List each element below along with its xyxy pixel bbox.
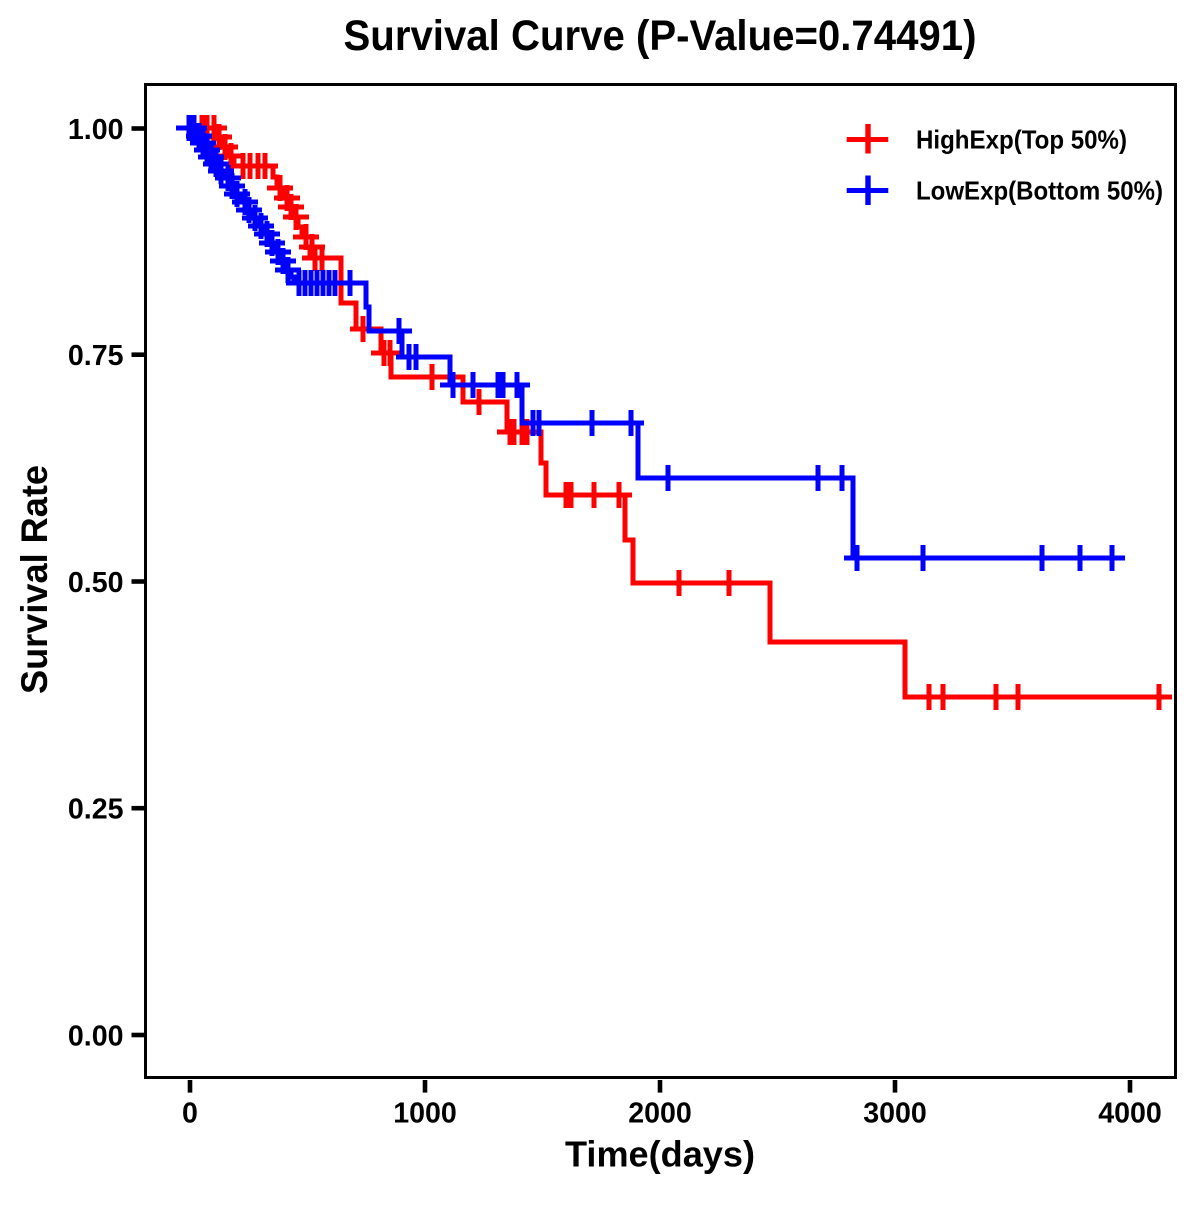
svg-text:Time(days): Time(days) — [565, 1134, 755, 1175]
svg-text:1000: 1000 — [393, 1097, 457, 1129]
svg-text:2000: 2000 — [628, 1097, 692, 1129]
svg-text:LowExp(Bottom 50%): LowExp(Bottom 50%) — [916, 176, 1163, 206]
svg-text:0: 0 — [182, 1097, 198, 1129]
svg-text:HighExp(Top 50%): HighExp(Top 50%) — [916, 125, 1127, 155]
svg-text:0.75: 0.75 — [68, 340, 124, 372]
svg-text:Survival Rate: Survival Rate — [14, 465, 55, 694]
svg-text:3000: 3000 — [863, 1097, 927, 1129]
svg-text:0.50: 0.50 — [68, 567, 124, 599]
svg-text:0.25: 0.25 — [68, 794, 124, 826]
svg-text:1.00: 1.00 — [68, 114, 124, 146]
svg-text:Survival Curve (P-Value=0.7449: Survival Curve (P-Value=0.74491) — [344, 12, 977, 60]
svg-text:4000: 4000 — [1098, 1097, 1162, 1129]
svg-text:0.00: 0.00 — [68, 1020, 124, 1052]
